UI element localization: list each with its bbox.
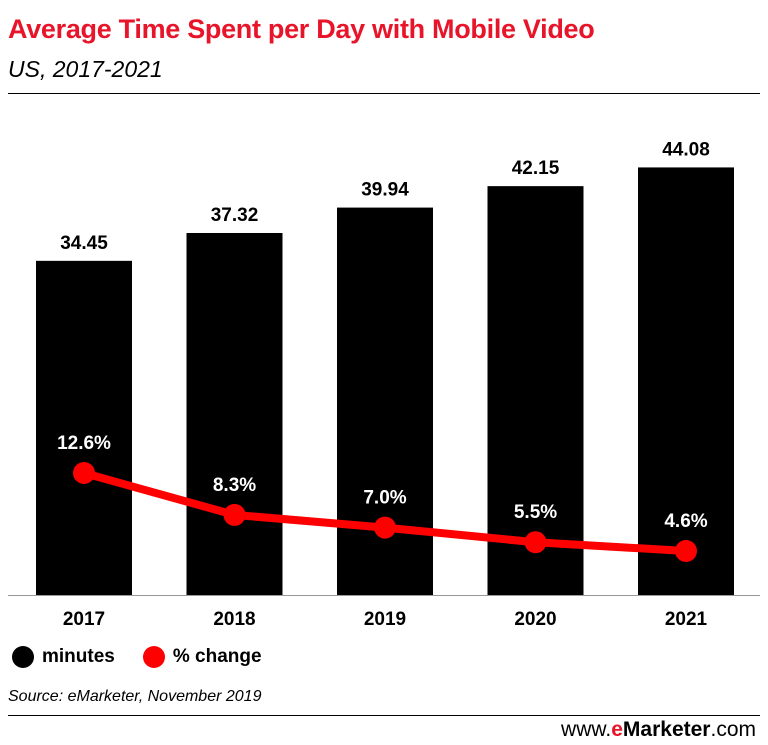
- x-tick-2021: 2021: [665, 609, 708, 630]
- legend-swatch-change: [142, 646, 165, 668]
- bar-label-2020: 42.15: [512, 158, 560, 179]
- brand-logo[interactable]: www.eMarketer.com: [561, 718, 756, 742]
- brand-prefix: www.: [561, 718, 612, 741]
- change-label-2018: 8.3%: [213, 475, 256, 496]
- legend-item-minutes: minutes: [12, 646, 115, 668]
- legend-item-change: % change: [142, 646, 262, 668]
- x-tick-2018: 2018: [213, 609, 255, 630]
- source-note: Source: eMarketer, November 2019: [8, 688, 262, 705]
- brand-suffix: .com: [710, 718, 756, 741]
- change-point-2017: [73, 462, 95, 484]
- bar-label-2019: 39.94: [361, 180, 409, 201]
- legend-label-change: % change: [172, 646, 262, 667]
- chart-subtitle: US, 2017-2021: [8, 56, 163, 82]
- legend-swatch-minutes: [12, 646, 34, 668]
- x-axis-ticks: 2017 2018 2019 2020 2021: [63, 609, 708, 630]
- change-point-2020: [524, 531, 547, 554]
- bar-2021: [638, 167, 734, 595]
- bar-label-2017: 34.45: [60, 233, 108, 254]
- legend: minutes % change: [12, 643, 290, 671]
- bar-label-2021: 44.08: [662, 139, 710, 160]
- change-label-2017: 12.6%: [57, 433, 111, 454]
- change-label-2021: 4.6%: [664, 511, 707, 532]
- change-point-2018: [223, 503, 246, 526]
- footer-divider: [8, 715, 760, 716]
- x-tick-2020: 2020: [514, 609, 556, 630]
- brand-accent: e: [611, 718, 623, 741]
- x-tick-2019: 2019: [364, 609, 406, 630]
- header-divider: [8, 93, 760, 94]
- brand-name: Marketer: [622, 718, 711, 741]
- chart-title: Average Time Spent per Day with Mobile V…: [8, 14, 595, 44]
- legend-label-minutes: minutes: [42, 646, 115, 667]
- x-tick-2017: 2017: [63, 609, 105, 630]
- change-point-2021: [675, 540, 697, 562]
- bar-2020: [487, 186, 584, 595]
- change-label-2019: 7.0%: [363, 488, 406, 509]
- bar-2018: [186, 232, 283, 595]
- bar-2017: [36, 260, 132, 595]
- line-series: 12.6% 8.3% 7.0% 5.5% 4.6%: [57, 433, 708, 562]
- change-point-2019: [374, 516, 396, 539]
- change-label-2020: 5.5%: [514, 502, 557, 523]
- bar-label-2018: 37.32: [211, 205, 259, 226]
